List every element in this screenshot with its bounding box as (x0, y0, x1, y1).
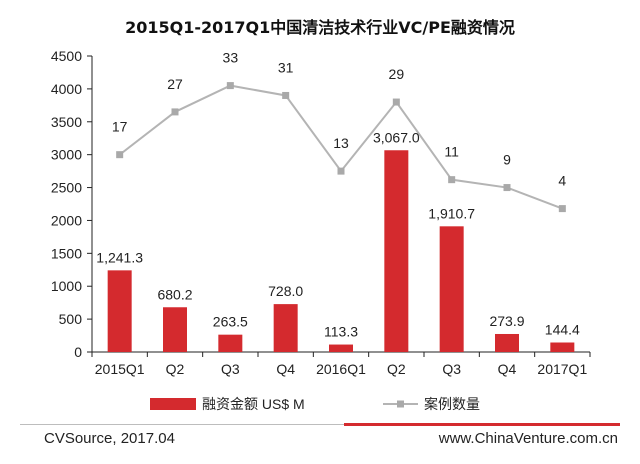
bar-data-label: 1,241.3 (96, 249, 143, 265)
axes (87, 55, 591, 357)
bar-data-label: 728.0 (268, 283, 303, 299)
y-tick-label: 3500 (51, 114, 82, 130)
bar-data-label: 680.2 (157, 286, 192, 302)
x-tick-label: 2015Q1 (95, 361, 145, 377)
bar (384, 150, 409, 352)
bar (439, 226, 464, 352)
line-marker (503, 184, 511, 192)
x-tick-label: Q3 (442, 361, 461, 377)
line-marker (116, 151, 124, 159)
x-tick-label: 2017Q1 (537, 361, 587, 377)
bar-data-label: 144.4 (545, 322, 580, 338)
x-tick-label: Q2 (387, 361, 406, 377)
bar (107, 270, 132, 352)
x-tick-label: 2016Q1 (316, 361, 366, 377)
y-tick-label: 0 (74, 344, 82, 360)
chart-title: 2015Q1-2017Q1中国清洁技术行业VC/PE融资情况 (125, 18, 515, 37)
x-tick-labels: 2015Q1 Q2 Q3 Q4 2016Q1 Q2 Q3 Q4 2017Q1 (95, 361, 588, 377)
bar-data-label: 273.9 (489, 313, 524, 329)
x-tick-label: Q3 (221, 361, 240, 377)
footer-rule-gray (20, 424, 344, 425)
bar (218, 334, 243, 352)
y-tick-label: 1500 (51, 245, 82, 261)
y-tick-label: 2500 (51, 180, 82, 196)
line-data-label: 31 (278, 59, 294, 75)
x-tick-label: Q4 (498, 361, 517, 377)
line-marker (171, 108, 179, 116)
line-series (116, 82, 566, 213)
legend-swatch-marker (397, 400, 404, 408)
y-tick-label: 1000 (51, 278, 82, 294)
line-data-label: 17 (112, 119, 128, 135)
x-tick-label: Q4 (276, 361, 295, 377)
line-data-label: 27 (167, 76, 183, 92)
bar-data-label: 263.5 (213, 314, 248, 330)
x-tick-label: Q2 (166, 361, 185, 377)
line-marker (282, 91, 290, 99)
bar (163, 307, 187, 352)
bar-data-label: 1,910.7 (428, 205, 475, 221)
legend: 融资金额 US$ M 案例数量 (150, 396, 480, 412)
bar (550, 342, 575, 352)
bar (329, 344, 353, 352)
bar (273, 304, 298, 352)
source-text: CVSource, 2017.04 (44, 430, 175, 447)
line-data-label: 4 (558, 173, 566, 189)
bar (495, 333, 519, 352)
bar-data-label: 113.3 (324, 324, 358, 340)
line-data-labels: 17 27 33 31 13 29 11 9 4 (112, 50, 567, 189)
y-tick-labels: 0 500 1000 1500 2000 2500 3000 3500 4000 4500 (51, 48, 82, 360)
line-data-label: 33 (223, 50, 239, 66)
bar-data-label: 3,067.0 (373, 129, 420, 145)
legend-swatch-bar (150, 398, 196, 410)
line-data-label: 29 (389, 66, 405, 82)
y-tick-label: 2000 (51, 212, 82, 228)
line-marker (392, 98, 400, 106)
footer-rule-red (344, 423, 620, 426)
line-marker (226, 82, 234, 90)
line-data-label: 13 (333, 135, 349, 151)
bar-series (107, 150, 575, 352)
line-data-label: 9 (503, 152, 511, 168)
y-tick-label: 3000 (51, 147, 82, 163)
legend-label-line: 案例数量 (424, 396, 480, 412)
legend-label-bar: 融资金额 US$ M (202, 396, 305, 412)
line-data-label: 11 (444, 144, 459, 160)
line-marker (448, 176, 456, 184)
y-tick-label: 4000 (51, 81, 82, 97)
bar-data-labels: 1,241.3 680.2 263.5 728.0 113.3 3,067.0 1,910.… (96, 129, 580, 339)
y-tick-label: 4500 (51, 48, 82, 64)
site-text: www.ChinaVenture.com.cn (438, 430, 618, 447)
line-marker (558, 205, 566, 213)
y-tick-label: 500 (59, 311, 83, 327)
line-marker (337, 167, 345, 175)
